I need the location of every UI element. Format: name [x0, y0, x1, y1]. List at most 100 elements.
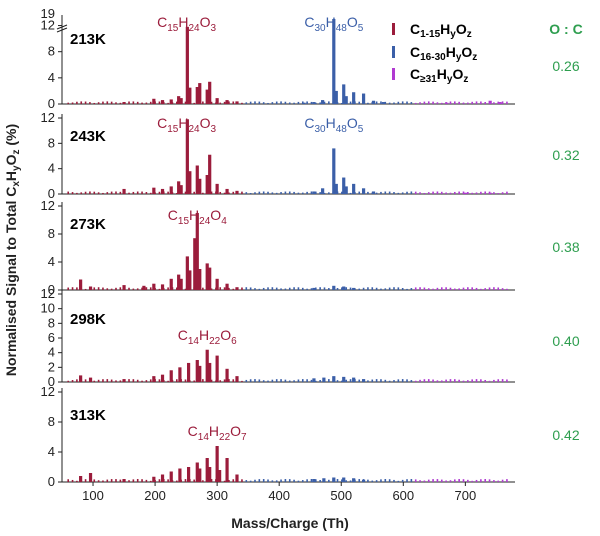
spectrum-noise-bar	[410, 380, 413, 382]
spectrum-noise-bar	[106, 101, 109, 104]
spectrum-noise-bar	[284, 101, 287, 104]
spectrum-noise-bar	[71, 192, 74, 194]
spectrum-noise-bar	[427, 479, 430, 482]
spectrum-peak-bar	[215, 355, 219, 382]
spectrum-peak-bar	[79, 279, 83, 290]
spectrum-noise-bar	[275, 101, 278, 104]
spectrum-peak-bar	[185, 119, 189, 194]
spectrum-noise-bar	[406, 191, 408, 194]
spectrum-noise-bar	[406, 379, 408, 382]
spectrum-noise-bar	[432, 379, 434, 382]
spectrum-noise-bar	[315, 479, 317, 482]
spectrum-noise-bar	[345, 379, 348, 382]
spectrum-noise-bar	[67, 102, 70, 104]
spectrum-noise-bar	[454, 479, 456, 482]
spectrum-noise-bar	[436, 102, 439, 104]
spectrum-noise-bar	[97, 379, 100, 382]
spectrum-noise-bar	[267, 191, 269, 194]
spectrum-noise-bar	[445, 287, 447, 290]
spectrum-peak-bar	[334, 183, 338, 194]
spectrum-noise-bar	[145, 192, 148, 194]
peak-annotation: C14H22O7	[188, 423, 247, 443]
spectrum-noise-bar	[288, 479, 291, 482]
spectrum-noise-bar	[254, 288, 256, 290]
spectrum-noise-bar	[71, 287, 74, 290]
spectrum-noise-bar	[71, 380, 74, 382]
spectrum-peak-bar	[205, 263, 209, 290]
spectrum-peak-bar	[208, 362, 212, 382]
spectrum-noise-bar	[149, 192, 152, 194]
spectrum-noise-bar	[301, 379, 304, 382]
spectrum-noise-bar	[445, 480, 447, 482]
spectrum-noise-bar	[76, 192, 78, 194]
spectrum-peak-bar	[205, 175, 209, 194]
spectrum-noise-bar	[110, 479, 113, 482]
spectrum-noise-bar	[223, 480, 226, 482]
spectrum-noise-bar	[132, 379, 135, 382]
y-tick-label: 4	[48, 161, 55, 176]
spectrum-noise-bar	[440, 287, 443, 290]
spectrum-noise-bar	[193, 191, 195, 194]
spectrum-peak-bar	[188, 87, 192, 104]
spectrum-noise-bar	[219, 287, 222, 290]
spectrum-noise-bar	[397, 379, 400, 382]
spectrum-noise-bar	[419, 379, 421, 382]
spectrum-noise-bar	[367, 191, 369, 194]
temperature-label: 243K	[70, 128, 106, 145]
spectrum-peak-bar	[198, 468, 202, 482]
peak-annotation: C15H24O3	[157, 115, 216, 135]
spectrum-noise-bar	[301, 192, 304, 194]
y-tick-label: 12	[41, 110, 55, 125]
spectrum-noise-bar	[458, 101, 460, 104]
spectrum-noise-bar	[341, 102, 343, 104]
spectrum-noise-bar	[93, 287, 96, 290]
spectrum-noise-bar	[106, 192, 109, 194]
spectrum-noise-bar	[241, 479, 243, 482]
spectrum-peak-bar	[225, 100, 229, 104]
spectrum-noise-bar	[475, 379, 478, 382]
spectrum-noise-bar	[480, 379, 482, 382]
spectrum-noise-bar	[76, 101, 78, 104]
spectrum-noise-bar	[493, 379, 495, 382]
spectrum-noise-bar	[219, 191, 222, 194]
spectrum-peak-bar	[160, 100, 165, 104]
spectrum-noise-bar	[480, 479, 482, 482]
spectrum-noise-bar	[119, 479, 122, 482]
spectrum-peak-bar	[215, 98, 219, 104]
spectrum-noise-bar	[271, 287, 274, 290]
spectrum-noise-bar	[202, 480, 204, 482]
spectrum-noise-bar	[241, 287, 243, 290]
spectrum-noise-bar	[158, 191, 161, 194]
spectrum-noise-bar	[336, 479, 339, 482]
x-axis-title: Mass/Charge (Th)	[231, 515, 348, 531]
spectrum-noise-bar	[275, 287, 278, 290]
spectrum-noise-bar	[506, 479, 508, 482]
spectrum-noise-bar	[475, 192, 478, 194]
y-tick-label: 4	[48, 444, 55, 459]
spectrum-noise-bar	[93, 102, 96, 104]
spectrum-noise-bar	[158, 379, 161, 382]
spectrum-noise-bar	[367, 287, 369, 290]
spectrum-noise-bar	[501, 192, 504, 194]
spectrum-noise-bar	[258, 191, 261, 194]
spectrum-peak-bar	[188, 171, 192, 194]
spectrum-noise-bar	[467, 191, 469, 194]
spectrum-peak-bar	[185, 256, 189, 290]
spectrum-noise-bar	[288, 287, 291, 290]
spectrum-noise-bar	[228, 379, 230, 382]
temperature-label: 313K	[70, 407, 106, 424]
spectrum-noise-bar	[228, 192, 230, 194]
spectrum-noise-bar	[384, 479, 387, 482]
spectrum-noise-bar	[115, 287, 117, 290]
spectrum-noise-bar	[458, 288, 460, 290]
spectrum-peak-bar	[122, 379, 126, 382]
spectrum-peak-bar	[122, 188, 126, 194]
spectrum-noise-bar	[167, 479, 169, 482]
spectrum-noise-bar	[141, 102, 143, 104]
spectrum-peak-bar	[179, 98, 183, 104]
spectrum-noise-bar	[471, 480, 473, 482]
spectrum-peak-bar	[178, 367, 182, 382]
x-tick-label: 400	[268, 488, 290, 503]
spectrum-noise-bar	[293, 102, 295, 104]
